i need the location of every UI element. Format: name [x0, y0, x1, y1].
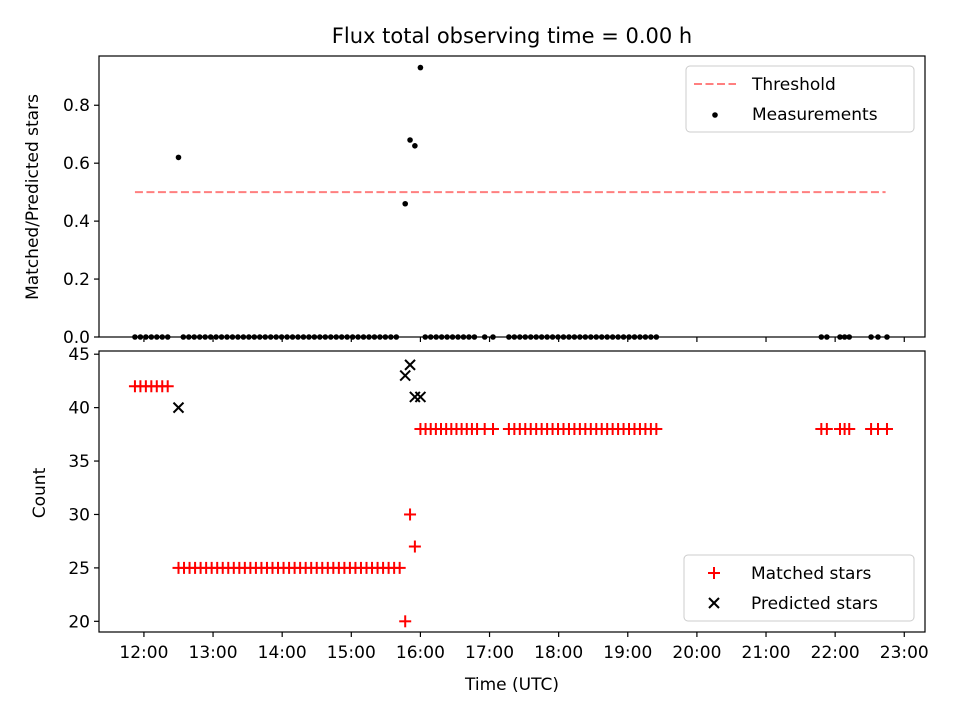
legend-measurements-label: Measurements [752, 105, 878, 125]
top-axes-frame [98, 55, 926, 338]
x-tick-label: 18:00 [534, 643, 583, 663]
matched-star-point [404, 508, 417, 521]
y-tick-label: 0.8 [63, 96, 90, 116]
matched-star-point [161, 380, 174, 393]
top-plot-area [132, 64, 890, 340]
matched-star-point [399, 615, 412, 628]
measurement-point [407, 137, 413, 143]
matched-star-point [820, 422, 833, 435]
x-tick-label: 15:00 [327, 643, 376, 663]
matched-star-point [486, 422, 499, 435]
legend-threshold-label: Threshold [751, 75, 836, 95]
bottom-plot-area [128, 359, 893, 628]
predicted-star-point [172, 401, 185, 414]
x-tick-label: 20:00 [672, 643, 721, 663]
y-tick-label: 30 [68, 505, 90, 525]
bottom-axes: 20 25 30 35 40 45 12:00 13:00 14:00 15:00 16:00 17… [30, 345, 929, 695]
bottom-legend: Matched stars Predicted stars [683, 554, 915, 622]
legend-matched-label: Matched stars [751, 564, 871, 584]
top-x-ticks [143, 337, 905, 342]
x-tick-label: 21:00 [742, 643, 791, 663]
x-axis-label: Time (UTC) [464, 675, 559, 695]
bottom-y-axis-label: Count [30, 467, 50, 518]
top-legend: Threshold Measurements [685, 65, 915, 133]
predicted-star-point [399, 369, 411, 382]
x-tick-label: 23:00 [880, 643, 929, 663]
bottom-axes-frame [98, 350, 926, 633]
y-tick-label: 0.4 [63, 212, 90, 232]
legend-predicted-swatch [708, 597, 720, 609]
y-tick-label: 45 [68, 345, 90, 365]
top-y-axis-label: Matched/Predicted stars [23, 94, 43, 300]
matched-star-point [843, 422, 856, 435]
matched-star-point [393, 561, 406, 574]
x-tick-label: 22:00 [811, 643, 860, 663]
legend-matched-swatch [708, 567, 720, 579]
bottom-x-ticks: 12:00 13:00 14:00 15:00 16:00 17:00 18:00 19:00… [119, 632, 929, 663]
top-y-ticks: 0.0 0.2 0.4 0.6 0.8 [63, 96, 99, 348]
x-tick-label: 13:00 [189, 643, 238, 663]
legend-measurements-swatch [712, 112, 718, 118]
matched-star-point [880, 422, 893, 435]
y-tick-label: 0.2 [63, 270, 90, 290]
matched-star-point [408, 540, 421, 553]
measurement-point [402, 200, 409, 207]
y-tick-label: 25 [68, 559, 90, 579]
x-tick-label: 19:00 [603, 643, 652, 663]
measurement-point [175, 154, 182, 161]
y-tick-label: 0.0 [63, 328, 90, 348]
x-tick-label: 17:00 [465, 643, 514, 663]
matched-star-point [650, 422, 663, 435]
top-axes: 0.00.20.40.60.8 Matched/Predicted stars … [23, 55, 926, 348]
y-tick-label: 0.6 [63, 154, 90, 174]
x-tick-label: 12:00 [119, 643, 168, 663]
chart-title: Flux total observing time = 0.00 h [332, 24, 692, 48]
bottom-y-ticks: 20 25 30 35 40 45 [68, 345, 99, 632]
y-tick-label: 35 [68, 452, 90, 472]
x-tick-label: 14:00 [258, 643, 307, 663]
y-tick-label: 20 [68, 612, 90, 632]
predicted-star-point [404, 359, 416, 371]
x-tick-label: 16:00 [396, 643, 445, 663]
predicted-star-point [414, 391, 427, 403]
y-tick-label: 40 [68, 399, 90, 419]
measurement-point [417, 64, 424, 71]
legend-predicted-label: Predicted stars [751, 594, 878, 614]
measurement-point [412, 143, 418, 149]
